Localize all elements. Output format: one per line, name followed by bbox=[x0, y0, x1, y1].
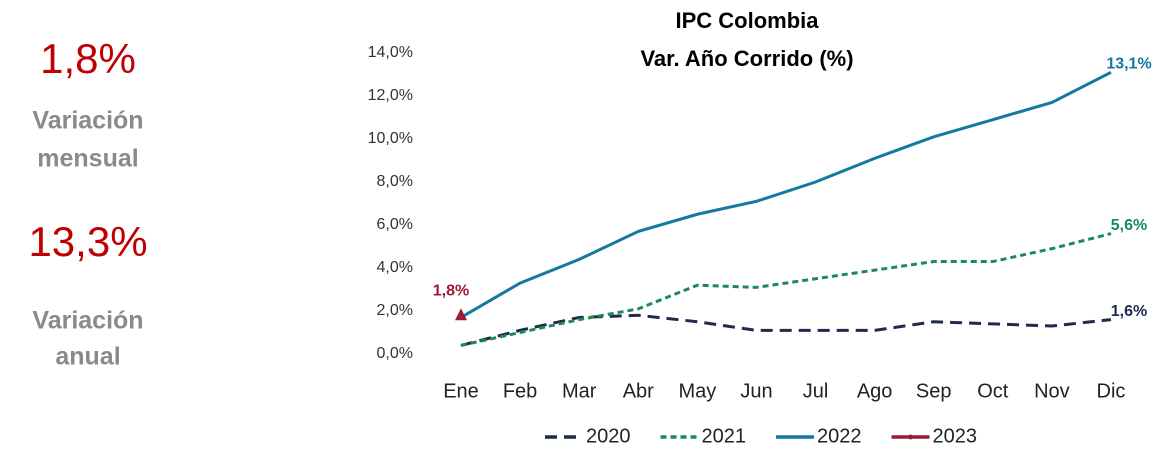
marker bbox=[455, 308, 467, 321]
legend-label: 2023 bbox=[933, 425, 978, 447]
kpi-value: 1,8% bbox=[40, 35, 136, 82]
data-label: 1,6% bbox=[1111, 303, 1147, 320]
kpi-label: Variación bbox=[32, 307, 143, 335]
legend-label: 2022 bbox=[817, 425, 862, 447]
kpi-label: Variación bbox=[32, 107, 143, 135]
data-label: 5,6% bbox=[1111, 217, 1147, 234]
x-tick-label: Dic bbox=[1097, 380, 1126, 402]
series-line bbox=[460, 71, 1112, 319]
series-line bbox=[460, 232, 1112, 347]
y-tick-label: 12,0% bbox=[368, 87, 413, 104]
x-tick-label: Jul bbox=[803, 380, 829, 402]
x-tick-label: Oct bbox=[977, 380, 1009, 402]
series-line bbox=[460, 313, 1112, 347]
legend-label: 2021 bbox=[702, 425, 747, 447]
y-tick-label: 0,0% bbox=[377, 345, 413, 362]
x-tick-label: Mar bbox=[562, 380, 597, 402]
x-tick-label: Sep bbox=[916, 380, 952, 402]
x-tick-label: Feb bbox=[503, 380, 537, 402]
x-tick-label: Ago bbox=[857, 380, 893, 402]
chart-subtitle: Var. Año Corrido (%) bbox=[640, 46, 853, 71]
x-tick-label: Abr bbox=[623, 380, 654, 402]
legend-label: 2020 bbox=[586, 425, 631, 447]
legend-marker bbox=[908, 434, 913, 440]
x-tick-label: Ene bbox=[443, 380, 479, 402]
x-tick-label: Jun bbox=[740, 380, 772, 402]
x-tick-label: Nov bbox=[1034, 380, 1070, 402]
y-tick-label: 8,0% bbox=[377, 173, 413, 190]
kpi-value: 13,3% bbox=[28, 218, 147, 265]
y-tick-label: 14,0% bbox=[368, 44, 413, 61]
y-tick-label: 6,0% bbox=[377, 216, 413, 233]
kpi-label: mensual bbox=[37, 145, 138, 173]
data-label: 13,1% bbox=[1106, 56, 1151, 73]
y-tick-label: 10,0% bbox=[368, 130, 413, 147]
y-tick-label: 2,0% bbox=[377, 302, 413, 319]
y-tick-label: 4,0% bbox=[377, 259, 413, 276]
data-label: 1,8% bbox=[433, 283, 469, 300]
kpi-label: anual bbox=[55, 343, 120, 371]
chart-title: IPC Colombia bbox=[675, 8, 819, 33]
x-tick-label: May bbox=[678, 380, 716, 402]
